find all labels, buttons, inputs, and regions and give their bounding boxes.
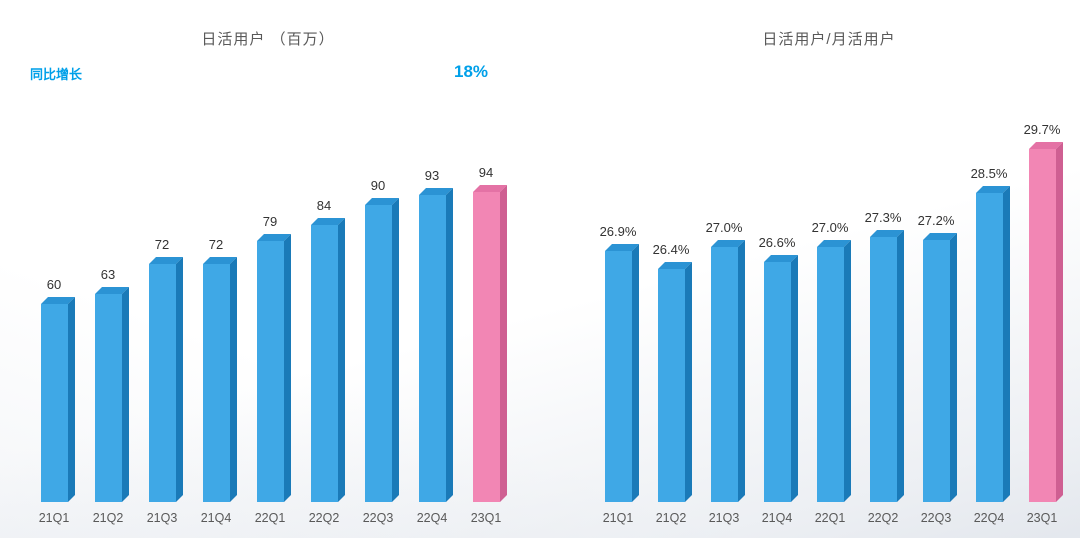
x-axis-label: 21Q4 [761, 511, 793, 525]
bar-value-label: 29.7% [1023, 122, 1061, 137]
bar-group: 63 21Q2 [86, 267, 130, 525]
bar-value-label: 72 [154, 237, 170, 252]
bar-value-label: 27.0% [811, 220, 849, 235]
bar-group: 26.9% 21Q1 [596, 224, 640, 525]
bar[interactable] [710, 247, 738, 502]
yoy-growth-label: 同比增长 [30, 67, 83, 82]
bar[interactable] [657, 269, 685, 502]
dau-mau-bars-plot: 26.9% 21Q1 26.4% 21Q2 27.0% 21Q3 26.6% 21Q4 27.0… [596, 122, 1064, 525]
bar[interactable] [364, 205, 392, 502]
dau-chart: 日活用户 （百万） 同比增长 18% 60 21Q1 63 21Q2 72 21Q3 72 2… [18, 0, 518, 538]
x-axis-label: 21Q3 [146, 511, 178, 525]
bar-value-label: 72 [208, 237, 224, 252]
x-axis-label: 22Q3 [362, 511, 394, 525]
x-axis-label: 22Q3 [920, 511, 952, 525]
bar-value-label: 26.6% [758, 235, 796, 250]
bar-value-label: 27.3% [864, 210, 902, 225]
x-axis-label: 22Q4 [973, 511, 1005, 525]
x-axis-label: 21Q2 [92, 511, 124, 525]
bar-value-label: 27.2% [917, 213, 955, 228]
x-axis-label: 21Q1 [602, 511, 634, 525]
bar-highlight[interactable] [472, 192, 500, 502]
bar[interactable] [40, 304, 68, 502]
bar-group: 27.0% 21Q3 [702, 220, 746, 525]
bar-value-label: 26.4% [652, 242, 690, 257]
bar-group: 26.4% 21Q2 [649, 242, 693, 525]
bar-value-label: 84 [316, 198, 332, 213]
bar-group: 94 23Q1 [464, 165, 508, 525]
bar-group: 29.7% 23Q1 [1020, 122, 1064, 525]
bar[interactable] [604, 251, 632, 502]
bar-group: 60 21Q1 [32, 277, 76, 525]
bar[interactable] [418, 195, 446, 502]
bar-group: 27.3% 22Q2 [861, 210, 905, 525]
bar[interactable] [763, 262, 791, 502]
x-axis-label: 22Q2 [308, 511, 340, 525]
bar-group: 90 22Q3 [356, 178, 400, 525]
dau-chart-title: 日活用户 （百万） [201, 31, 335, 48]
bar-group: 72 21Q4 [194, 237, 238, 525]
dau-bars-plot: 60 21Q1 63 21Q2 72 21Q3 72 21Q4 79 22Q1 84 22Q2 90 22… [32, 165, 508, 525]
x-axis-label: 21Q1 [38, 511, 70, 525]
bar[interactable] [869, 237, 897, 502]
x-axis-label: 23Q1 [1026, 511, 1058, 525]
x-axis-label: 21Q3 [708, 511, 740, 525]
x-axis-label: 22Q4 [416, 511, 448, 525]
bar-group: 79 22Q1 [248, 214, 292, 525]
x-axis-label: 21Q2 [655, 511, 687, 525]
yoy-growth-value: 18% [454, 62, 489, 81]
bar-value-label: 28.5% [970, 166, 1008, 181]
bar-value-label: 26.9% [599, 224, 637, 239]
dau-mau-ratio-chart: 日活用户/月活用户 26.9% 21Q1 26.4% 21Q2 27.0% 21Q3 26.… [588, 0, 1070, 538]
bar-group: 72 21Q3 [140, 237, 184, 525]
bar-value-label: 79 [262, 214, 278, 229]
bar-group: 28.5% 22Q4 [967, 166, 1011, 525]
bar-group: 93 22Q4 [410, 168, 454, 525]
bar-group: 26.6% 21Q4 [755, 235, 799, 525]
x-axis-label: 22Q1 [254, 511, 286, 525]
x-axis-label: 22Q1 [814, 511, 846, 525]
bar[interactable] [310, 225, 338, 502]
bar-group: 27.2% 22Q3 [914, 213, 958, 525]
bar-value-label: 27.0% [705, 220, 743, 235]
bar[interactable] [975, 193, 1003, 502]
x-axis-label: 21Q4 [200, 511, 232, 525]
bar-value-label: 93 [424, 168, 440, 183]
dau-mau-ratio-chart-title: 日活用户/月活用户 [762, 31, 896, 48]
bar-value-label: 90 [370, 178, 386, 193]
bar[interactable] [94, 294, 122, 502]
bar[interactable] [922, 240, 950, 502]
bar[interactable] [256, 241, 284, 502]
bar[interactable] [816, 247, 844, 502]
bar[interactable] [148, 264, 176, 502]
bar-highlight[interactable] [1028, 149, 1056, 502]
bar-value-label: 94 [478, 165, 494, 180]
bar-value-label: 60 [46, 277, 62, 292]
bar[interactable] [202, 264, 230, 502]
bar-value-label: 63 [100, 267, 116, 282]
x-axis-label: 23Q1 [470, 511, 502, 525]
x-axis-label: 22Q2 [867, 511, 899, 525]
bar-group: 27.0% 22Q1 [808, 220, 852, 525]
bar-group: 84 22Q2 [302, 198, 346, 525]
